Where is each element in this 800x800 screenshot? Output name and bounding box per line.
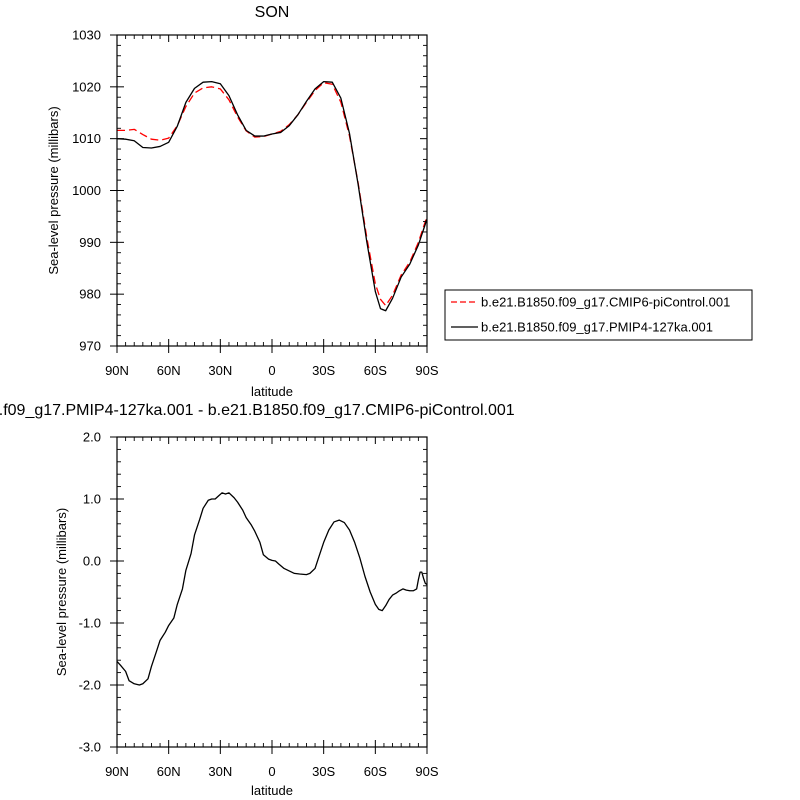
y-tick-label: 1030 — [72, 28, 101, 43]
legend-box — [444, 289, 753, 341]
x-tick-label: 90N — [105, 764, 129, 779]
x-tick-label: 0 — [268, 764, 275, 779]
y-tick-label: 980 — [79, 287, 101, 302]
x-tick-label: 60N — [157, 764, 181, 779]
y-tick-label: 990 — [79, 235, 101, 250]
y-tick-label: 1010 — [72, 131, 101, 146]
y-tick-label: 1020 — [72, 79, 101, 94]
x-tick-label: 30S — [312, 363, 335, 378]
x-tick-label: 30N — [208, 764, 232, 779]
y-tick-label: -2.0 — [79, 678, 101, 693]
series-line-127ka — [117, 81, 427, 312]
x-tick-label: 30N — [208, 363, 232, 378]
top-panel: 970 980 990 1000 1010 1020 1030 90N 60N 30N 0 30S 60… — [46, 4, 753, 399]
plot-title: b.e21.B1850.f09_g17.PMIP4-127ka.001 - b.… — [0, 402, 515, 419]
y-tick-label: 0.0 — [83, 554, 101, 569]
plot-frame — [116, 436, 428, 748]
y-tick-label: -3.0 — [79, 740, 101, 755]
series-line-picontrol — [117, 82, 427, 307]
difference-line — [117, 492, 427, 686]
y-axis-title: Sea-level pressure (millibars) — [54, 508, 69, 676]
plot-title: SON — [255, 4, 290, 21]
legend-label: b.e21.B1850.f09_g17.PMIP4-127ka.001 — [481, 320, 713, 335]
y-tick-label: -1.0 — [79, 616, 101, 631]
y-tick-label: 1.0 — [83, 492, 101, 507]
legend-label: b.e21.B1850.f09_g17.CMIP6-piControl.001 — [481, 295, 730, 310]
x-tick-label: 90S — [415, 764, 438, 779]
legend: b.e21.B1850.f09_g17.CMIP6-piControl.001b… — [444, 289, 753, 341]
y-tick-label: 1000 — [72, 183, 101, 198]
x-tick-label: 60N — [157, 363, 181, 378]
y-tick-label: 970 — [79, 339, 101, 354]
x-tick-label: 60S — [364, 764, 387, 779]
x-tick-label: 0 — [268, 363, 275, 378]
x-tick-label: 90S — [415, 363, 438, 378]
x-tick-label: 60S — [364, 363, 387, 378]
x-axis-title: latitude — [251, 384, 293, 399]
y-tick-label: 2.0 — [83, 430, 101, 445]
x-axis-title: latitude — [251, 783, 293, 798]
bottom-panel: -3.0 -2.0 -1.0 0.0 1.0 2.0 90N 60N 30N 0 30S 60S 90S… — [0, 402, 515, 798]
y-axis-title: Sea-level pressure (millibars) — [46, 106, 61, 274]
x-tick-label: 90N — [105, 363, 129, 378]
x-tick-label: 30S — [312, 764, 335, 779]
